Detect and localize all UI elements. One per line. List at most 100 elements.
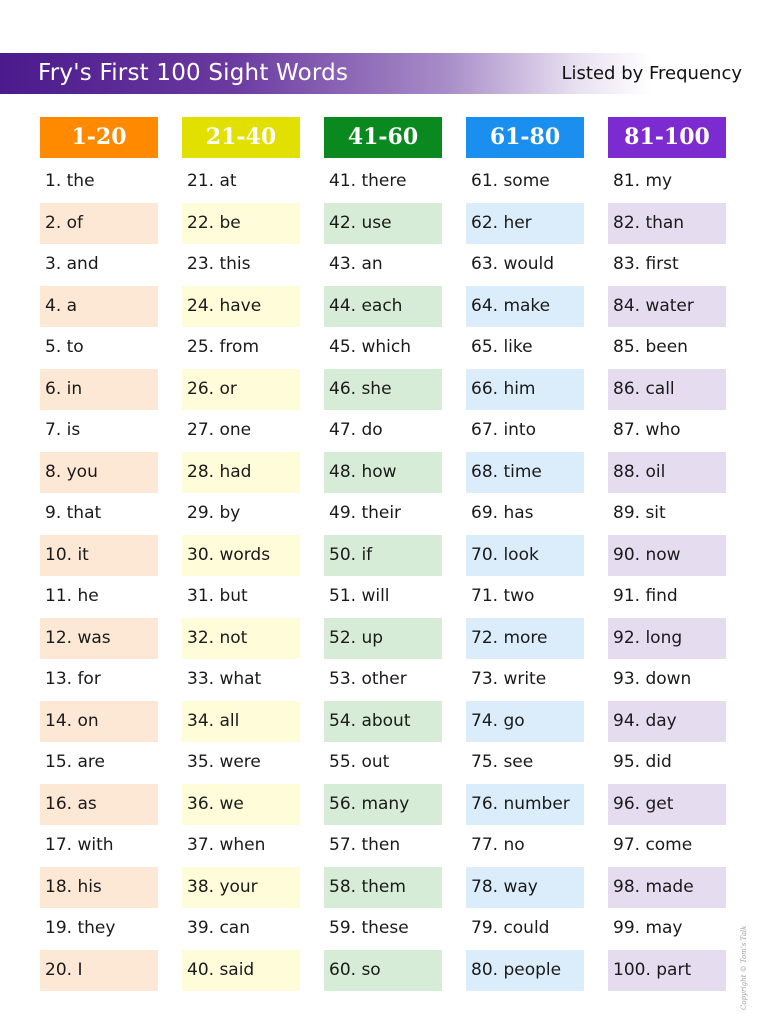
word-list: 1. the 2. of 3. and 4. a 5. to 6. in 7. is 8. y…: [40, 161, 158, 991]
word-item: 52. up: [324, 617, 442, 659]
word-list: 81. my 82. than 83. first 84. water 85. been…: [608, 161, 726, 991]
word-item: 20. I: [40, 949, 158, 991]
word-item: 42. use: [324, 202, 442, 244]
word-item: 87. who: [613, 420, 681, 440]
word-item: 75. see: [471, 752, 534, 772]
word-item: 15. are: [45, 752, 105, 772]
word-item: 90. now: [608, 534, 726, 576]
word-item: 4. a: [40, 285, 158, 327]
word-item: 7. is: [45, 420, 81, 440]
word-item: 10. it: [40, 534, 158, 576]
word-item: 76. number: [466, 783, 584, 825]
word-item: 55. out: [329, 752, 390, 772]
column-header: 41-60: [324, 117, 442, 158]
word-item: 86. call: [608, 368, 726, 410]
word-item: 63. would: [471, 254, 555, 274]
word-item: 64. make: [466, 285, 584, 327]
word-item: 48. how: [324, 451, 442, 493]
word-item: 12. was: [40, 617, 158, 659]
word-item: 57. then: [329, 835, 401, 855]
word-item: 78. way: [466, 866, 584, 908]
word-item: 18. his: [40, 866, 158, 908]
word-item: 80. people: [466, 949, 584, 991]
word-item: 93. down: [613, 669, 692, 689]
word-item: 67. into: [471, 420, 537, 440]
word-item: 51. will: [329, 586, 390, 606]
word-item: 81. my: [613, 171, 673, 191]
word-item: 56. many: [324, 783, 442, 825]
word-item: 32. not: [182, 617, 300, 659]
column-header: 21-40: [182, 117, 300, 158]
word-item: 44. each: [324, 285, 442, 327]
word-item: 95. did: [613, 752, 672, 772]
word-item: 34. all: [182, 700, 300, 742]
word-item: 88. oil: [608, 451, 726, 493]
copyright-note: Copyright © Tom's Talk: [740, 925, 748, 1010]
word-item: 33. what: [187, 669, 262, 689]
word-item: 2. of: [40, 202, 158, 244]
word-item: 60. so: [324, 949, 442, 991]
word-item: 99. may: [613, 918, 683, 938]
word-list: 41. there 42. use 43. an 44. each 45. which 4…: [324, 161, 442, 991]
word-item: 74. go: [466, 700, 584, 742]
page-title: Fry's First 100 Sight Words: [38, 60, 349, 86]
column-header: 1-20: [40, 117, 158, 158]
word-column-5: 81-100 81. my 82. than 83. first 84. water 85…: [608, 117, 726, 991]
column-header: 81-100: [608, 117, 726, 158]
word-item: 13. for: [45, 669, 101, 689]
column-header: 61-80: [466, 117, 584, 158]
word-item: 69. has: [471, 503, 534, 523]
word-item: 84. water: [608, 285, 726, 327]
word-item: 66. him: [466, 368, 584, 410]
word-item: 100. part: [608, 949, 726, 991]
word-item: 36. we: [182, 783, 300, 825]
word-column-3: 41-60 41. there 42. use 43. an 44. each 45. w…: [324, 117, 442, 991]
word-item: 58. them: [324, 866, 442, 908]
word-item: 65. like: [471, 337, 533, 357]
word-item: 94. day: [608, 700, 726, 742]
title-banner: Fry's First 100 Sight Words Listed by Fr…: [0, 53, 768, 94]
word-item: 35. were: [187, 752, 261, 772]
word-item: 26. or: [182, 368, 300, 410]
word-item: 17. with: [45, 835, 114, 855]
word-item: 6. in: [40, 368, 158, 410]
word-list: 61. some 62. her 63. would 64. make 65. like…: [466, 161, 584, 991]
word-item: 43. an: [329, 254, 383, 274]
word-item: 62. her: [466, 202, 584, 244]
word-item: 61. some: [471, 171, 550, 191]
word-item: 30. words: [182, 534, 300, 576]
word-item: 82. than: [608, 202, 726, 244]
word-item: 83. first: [613, 254, 679, 274]
word-item: 77. no: [471, 835, 525, 855]
word-item: 22. be: [182, 202, 300, 244]
word-column-4: 61-80 61. some 62. her 63. would 64. make 65.…: [466, 117, 584, 991]
word-item: 16. as: [40, 783, 158, 825]
word-item: 19. they: [45, 918, 116, 938]
word-item: 91. find: [613, 586, 678, 606]
word-item: 11. he: [45, 586, 99, 606]
word-item: 41. there: [329, 171, 407, 191]
word-item: 5. to: [45, 337, 84, 357]
word-item: 38. your: [182, 866, 300, 908]
word-item: 47. do: [329, 420, 383, 440]
word-item: 73. write: [471, 669, 547, 689]
word-item: 71. two: [471, 586, 535, 606]
word-item: 92. long: [608, 617, 726, 659]
word-item: 37. when: [187, 835, 266, 855]
word-column-2: 21-40 21. at 22. be 23. this 24. have 25. fro…: [182, 117, 300, 991]
word-item: 50. if: [324, 534, 442, 576]
word-item: 49. their: [329, 503, 402, 523]
word-item: 27. one: [187, 420, 252, 440]
word-item: 89. sit: [613, 503, 666, 523]
word-item: 8. you: [40, 451, 158, 493]
word-column-1: 1-20 1. the 2. of 3. and 4. a 5. to 6. in 7. is…: [40, 117, 158, 991]
word-item: 31. but: [187, 586, 248, 606]
word-item: 54. about: [324, 700, 442, 742]
word-item: 46. she: [324, 368, 442, 410]
word-item: 1. the: [45, 171, 95, 191]
word-item: 96. get: [608, 783, 726, 825]
word-item: 98. made: [608, 866, 726, 908]
word-item: 53. other: [329, 669, 407, 689]
word-item: 29. by: [187, 503, 241, 523]
word-list: 21. at 22. be 23. this 24. have 25. from 26. …: [182, 161, 300, 991]
